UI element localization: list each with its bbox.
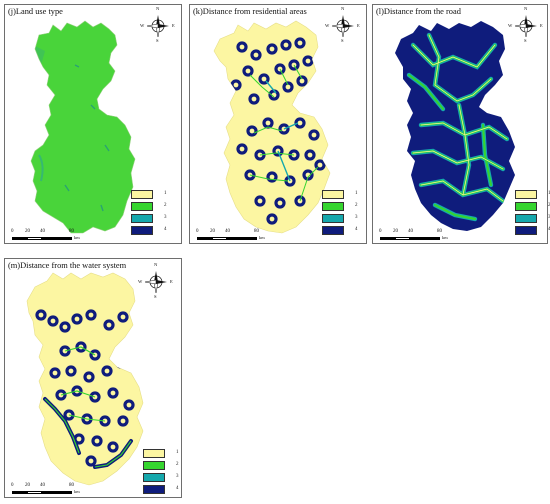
region-map bbox=[213, 20, 331, 234]
legend-label-1: 1 bbox=[164, 191, 167, 196]
map-panel-water-distance: (m)Distance from the water system N S W … bbox=[4, 258, 182, 498]
compass-n: N bbox=[156, 6, 160, 11]
map-panel-land-use: (j)Land use type N S W E 1 2 3 4 0 20 40… bbox=[4, 4, 182, 244]
region-map bbox=[26, 272, 144, 486]
panel-title: (k)Distance from residential areas bbox=[193, 7, 307, 16]
compass-e: E bbox=[172, 23, 175, 28]
panel-title: (l)Distance from the road bbox=[376, 7, 461, 16]
road-buffers bbox=[406, 32, 510, 222]
scale-bar: 0 20 40 80 km bbox=[11, 229, 80, 240]
scale-bar: 0 20 40 80 km bbox=[379, 229, 448, 240]
legend-swatch-4 bbox=[131, 226, 153, 235]
map-panel-residential-distance: (k)Distance from residential areas N S W… bbox=[189, 4, 367, 244]
map-panel-road-distance: (l)Distance from the road N S W E 1 2 3 … bbox=[372, 4, 550, 244]
legend-swatch-3 bbox=[131, 214, 153, 223]
north-arrow-icon: N S W E bbox=[508, 6, 543, 43]
residential-buffers bbox=[230, 37, 326, 225]
legend-label-3: 3 bbox=[164, 215, 167, 220]
legend-label-2: 2 bbox=[164, 203, 167, 208]
scale-bar: 0 20 40 80 km bbox=[11, 483, 80, 494]
legend-swatch-1 bbox=[131, 190, 153, 199]
water-buffers bbox=[35, 309, 135, 469]
compass-w: W bbox=[140, 23, 145, 28]
region-map bbox=[30, 20, 136, 234]
compass-s: S bbox=[156, 38, 159, 43]
panel-title: (j)Land use type bbox=[8, 7, 63, 16]
legend-swatch-2 bbox=[131, 202, 153, 211]
scale-bar: 0 20 40 80 km bbox=[196, 229, 265, 240]
panel-title: (m)Distance from the water system bbox=[8, 261, 127, 270]
legend-label-4: 4 bbox=[164, 227, 167, 232]
north-arrow-icon: N S W E bbox=[138, 262, 173, 299]
north-arrow-icon: N S W E bbox=[325, 6, 360, 43]
north-arrow-icon: N S W E bbox=[140, 6, 175, 43]
region-map bbox=[395, 21, 515, 231]
